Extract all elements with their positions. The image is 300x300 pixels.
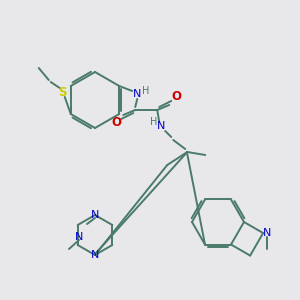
Text: O: O [171, 91, 181, 103]
Text: H: H [142, 86, 149, 96]
Text: H: H [150, 117, 157, 127]
Text: N: N [91, 250, 99, 260]
Text: N: N [91, 210, 99, 220]
Text: N: N [157, 121, 165, 131]
Text: O: O [111, 116, 121, 130]
Text: N: N [75, 232, 83, 242]
Text: N: N [133, 89, 141, 99]
Text: S: S [58, 85, 67, 98]
Text: N: N [263, 228, 271, 238]
